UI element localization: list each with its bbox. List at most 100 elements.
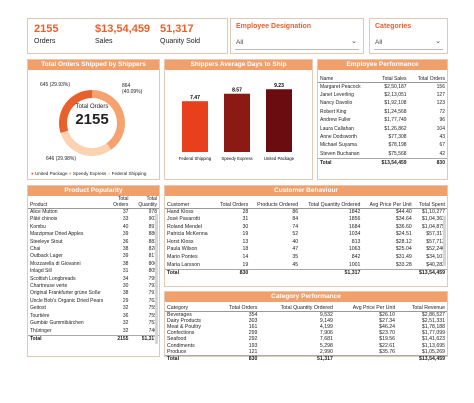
table-row[interactable]: Condiments 193 5,298 $22.61 $1,13,695 <box>165 343 447 349</box>
table-cell: Chai <box>30 246 41 253</box>
table-cell: Thüringer <box>30 327 52 334</box>
table-cell: 746 <box>148 327 157 334</box>
table-cell: 96 <box>439 117 445 124</box>
categories-slicer[interactable]: Categories All ⌄ <box>369 18 448 54</box>
table-cell: Tourtière <box>30 312 50 319</box>
table-cell: 32 <box>122 320 129 327</box>
ship-days-card: Shippers Average Days to Ship 7.47 Federa… <box>164 59 313 180</box>
table-cell: 1856 <box>348 216 361 223</box>
table-cell: 32 <box>122 327 129 334</box>
column-header[interactable]: Total Quantity Ordered <box>300 196 363 209</box>
table-row[interactable]: Outback Lager 39 817 <box>28 253 159 260</box>
table-row[interactable]: Mozzarella di Giovanni 38 806 <box>28 261 159 268</box>
table-row[interactable]: Janet Leverling $2,13,051 127 <box>318 91 447 99</box>
table-cell: Laura Callahan <box>320 125 354 132</box>
column-header[interactable]: Total Revenue <box>397 302 447 312</box>
table-row[interactable]: Produce 121 2,990 $35.76 $1,05,269 <box>165 349 447 356</box>
table-cell: $24.51 <box>395 231 412 238</box>
chevron-down-icon[interactable]: ⌄ <box>435 38 441 45</box>
table-row[interactable]: Beverages 354 9,532 $26.10 $2,86,527 <box>165 311 447 318</box>
chevron-down-icon[interactable]: ⌄ <box>351 38 357 45</box>
table-row[interactable]: Horst Kloss 13 40 813 $28.12 $57,713 <box>165 239 447 247</box>
employee-designation-slicer[interactable]: Employee Designation All ⌄ <box>230 18 364 54</box>
table-row[interactable]: Seafood 292 7,681 $19.56 $1,41,623 <box>165 336 447 342</box>
column-header[interactable]: Name <box>318 70 373 83</box>
table-cell: $1,10,277 <box>421 208 445 215</box>
table-row[interactable]: Andrew Fuller $1,77,749 96 <box>318 116 447 124</box>
table-row[interactable]: Laura Callahan $1,26,862 104 <box>318 125 447 133</box>
column-header[interactable]: Total Sales <box>372 70 409 83</box>
table-row[interactable]: Original Frankfurter grüne Soße 38 791 <box>28 290 159 297</box>
table-row[interactable]: Uncle Bob's Organic Dried Pears 29 763 <box>28 298 159 305</box>
table-row[interactable]: Kombu 40 891 <box>28 224 159 231</box>
table-row[interactable]: Dairy Products 303 9,149 $27.34 $2,51,331 <box>165 318 447 324</box>
column-header[interactable]: Total Quantity Ordered <box>259 302 335 312</box>
table-row[interactable]: Michael Suyama $78,198 67 <box>318 141 447 149</box>
table-row[interactable]: Geitost 32 755 <box>28 305 159 312</box>
table-row[interactable]: Maria Larsson 19 45 1001 $33.28 $40,283 <box>165 262 447 270</box>
table-cell: 127 <box>436 91 445 98</box>
column-header[interactable]: Avg Price Per Unit <box>334 302 398 312</box>
scrollbar[interactable] <box>443 216 446 266</box>
bar-category-label: Federal Shipping <box>179 156 212 161</box>
bar-1[interactable] <box>224 93 250 152</box>
table-row[interactable]: Alice Mutton 37 978 <box>28 209 159 217</box>
table-cell: 1842 <box>348 208 361 215</box>
table-row[interactable]: Margaret Peacock $2,50,187 156 <box>318 82 447 91</box>
kpi-strip: 2155 Orders $13,54,459 Sales 51,317 Quan… <box>27 18 228 54</box>
bar-2[interactable] <box>266 89 292 152</box>
table-row[interactable]: Mario Pontes 14 35 842 $31.49 $34,101 <box>165 254 447 262</box>
table-row[interactable]: Marzipmar Dried Apples 39 886 <box>28 231 159 238</box>
column-header[interactable]: Products Ordered <box>250 196 301 209</box>
table-row[interactable]: Thüringer 32 746 <box>28 328 159 336</box>
table-row[interactable]: Nancy Davolio $1,92,108 123 <box>318 99 447 107</box>
table-row[interactable]: Steeleye Stout 36 883 <box>28 239 159 246</box>
table-row[interactable]: Chartreuse verte 30 793 <box>28 283 159 290</box>
table-row[interactable]: Patricia McKenna 19 52 1034 $24.51 $57,317 <box>165 231 447 239</box>
column-header[interactable]: Customer <box>165 196 215 209</box>
column-header[interactable]: Product <box>28 196 106 209</box>
table-row[interactable]: Scottish Longbreads 34 799 <box>28 276 159 283</box>
column-header[interactable]: Total Quantity <box>130 196 159 209</box>
column-header[interactable]: Total Spent <box>413 196 447 209</box>
table-row[interactable]: Paula Wilson 18 47 1063 $25.04 $52,246 <box>165 246 447 254</box>
table-cell: Steeleye Stout <box>30 238 63 245</box>
column-header[interactable]: Total Orders <box>105 196 131 209</box>
column-header[interactable]: Total Orders <box>214 196 251 209</box>
donut-slice-federal[interactable] <box>60 130 112 156</box>
table-row[interactable]: Roland Mendel 30 74 1684 $36.60 $1,04,875 <box>165 224 447 232</box>
table-cell: 755 <box>148 312 157 319</box>
total-cell: 2155 <box>105 334 131 344</box>
table-row[interactable]: Tourtière 36 755 <box>28 313 159 320</box>
table-row[interactable]: Confections 299 7,906 $23.70 $1,77,099 <box>165 330 447 336</box>
table-cell: Patricia McKenna <box>167 231 208 238</box>
column-header[interactable]: Total Orders <box>216 302 260 312</box>
table-row[interactable]: Robert King $1,24,568 72 <box>318 108 447 116</box>
table-row[interactable]: Pâté chinois 33 903 <box>28 216 159 223</box>
donut-slice-united[interactable] <box>58 90 92 134</box>
donut-chart <box>58 90 125 156</box>
table-row[interactable]: Steven Buchanan $75,568 42 <box>318 150 447 159</box>
column-header[interactable]: Category <box>165 302 217 312</box>
bar-0[interactable] <box>182 101 208 152</box>
table-row[interactable]: Hand Kloss 28 86 1842 $44.40 $1,10,277 <box>165 208 447 216</box>
table-row[interactable]: Meat & Poultry 161 4,199 $46.24 $1,78,188 <box>165 324 447 330</box>
column-header[interactable]: Total Orders <box>408 70 447 83</box>
table-row[interactable]: Chai 38 828 <box>28 246 159 253</box>
table-row[interactable]: Anne Dodsworth $77,308 43 <box>318 133 447 141</box>
table-cell: 19 <box>242 261 249 268</box>
table-cell: 30 <box>122 283 129 290</box>
table-cell: 37 <box>122 209 129 215</box>
table-header: Category Total Orders Total Quantity Order… <box>165 302 447 312</box>
table-cell: Janet Leverling <box>320 91 354 98</box>
table-cell: $25.04 <box>395 246 412 253</box>
table-row[interactable]: Gumbär Gummibärchen 32 753 <box>28 320 159 327</box>
table-cell: 34 <box>122 275 129 282</box>
table-cell: 1001 <box>348 261 361 268</box>
table-row[interactable]: Inlagd Sill 31 805 <box>28 268 159 275</box>
column-header[interactable]: Avg Price Per Unit <box>362 196 414 209</box>
table-cell: 9,149 <box>319 317 333 324</box>
scrollbar[interactable] <box>155 214 158 344</box>
table-row[interactable]: José Pavarotti 31 84 1856 $34.64 $1,04,362 <box>165 216 447 224</box>
donut-slice-speedy[interactable] <box>92 90 125 150</box>
